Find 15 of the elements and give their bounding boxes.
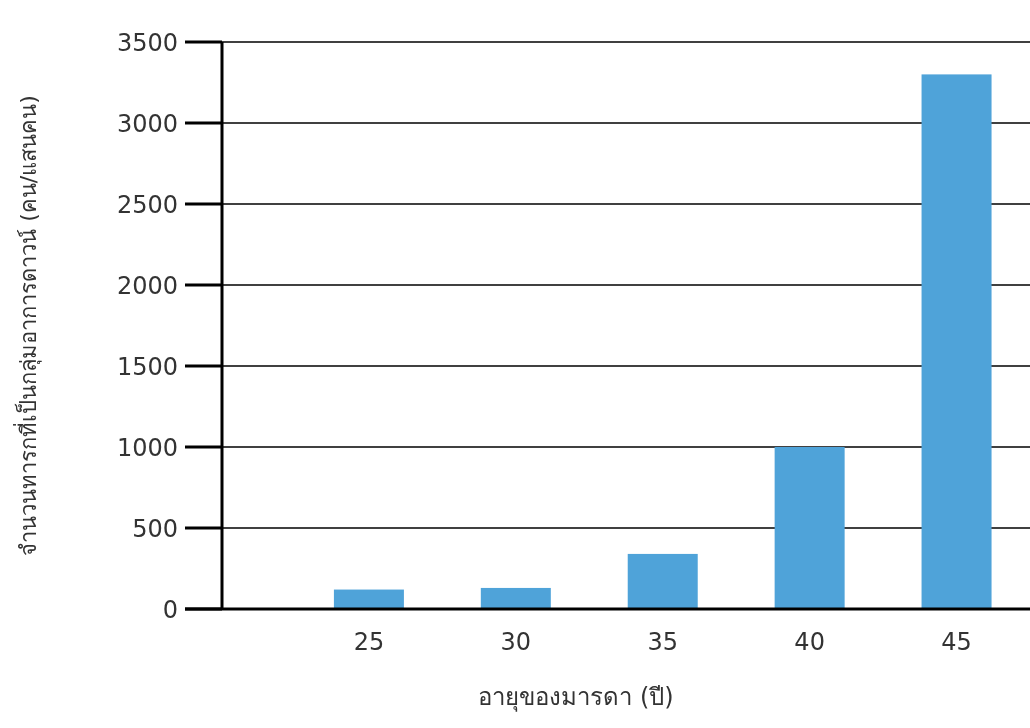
y-tick-label: 3500 xyxy=(116,29,178,57)
y-tick-label: 3000 xyxy=(116,110,178,138)
y-tick-label: 2500 xyxy=(116,191,178,219)
x-tick-label: 30 xyxy=(500,628,532,656)
y-tick-label: 1000 xyxy=(116,434,178,462)
x-tick-label: 25 xyxy=(353,628,385,656)
y-tick-label: 2000 xyxy=(116,272,178,300)
y-axis-title: จำนวนทารกที่เป็นกลุ่มอาการดาวน์ (คน/แสนคน) xyxy=(13,95,42,556)
y-tick-label: 500 xyxy=(132,515,178,543)
y-tick-label: 1500 xyxy=(116,353,178,381)
x-tick-label: 40 xyxy=(794,628,825,656)
x-tick-label: 45 xyxy=(941,628,972,656)
x-axis-title: อายุของมารดา (ปี) xyxy=(478,683,674,712)
x-tick-label: 35 xyxy=(647,628,678,656)
y-tick-label: 0 xyxy=(162,596,178,624)
